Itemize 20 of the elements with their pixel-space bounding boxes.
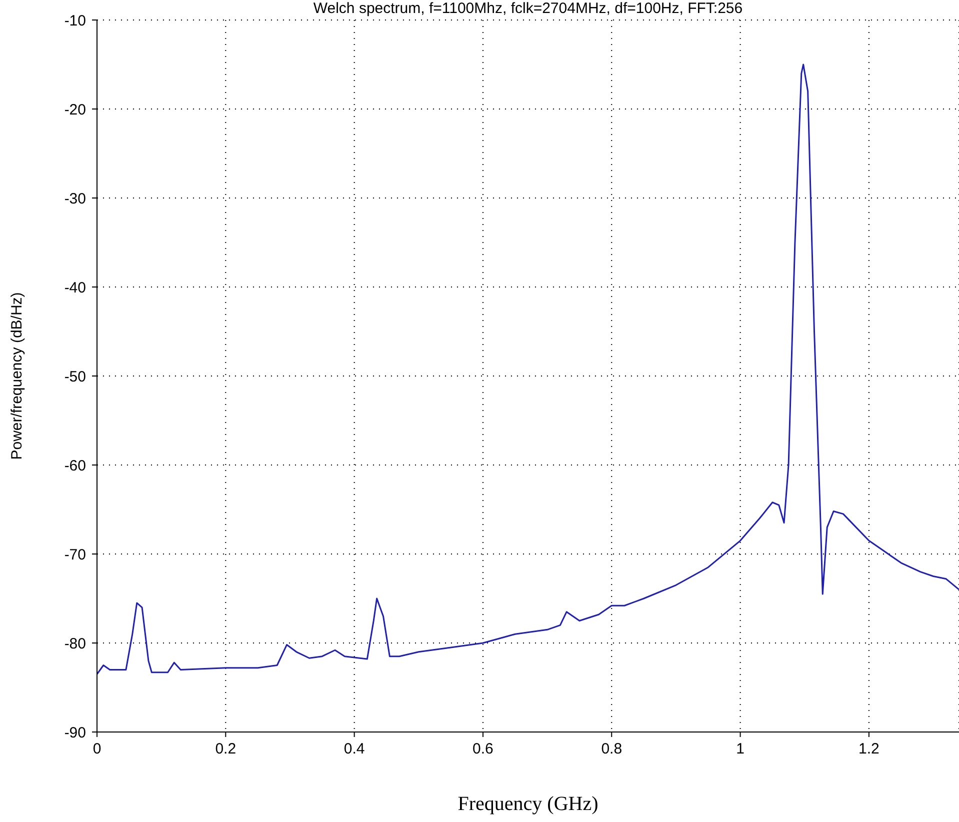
x-tick-label: 0.6 [472, 740, 494, 758]
y-tick-label: -80 [64, 635, 86, 652]
x-tick-label: 0 [92, 740, 102, 758]
chart-title: Welch spectrum, f=1100Mhz, fclk=2704MHz, df=100Hz, FFT:256 [312, 0, 744, 17]
x-tick-label: 0.2 [215, 740, 236, 758]
y-tick-label: -50 [64, 368, 86, 386]
x-tick-label: 0.8 [601, 740, 622, 758]
y-tick-label: -30 [64, 190, 86, 208]
x-tick-label: 1.2 [858, 740, 880, 758]
y-tick-label: -70 [64, 546, 86, 564]
y-tick-label: -10 [64, 12, 86, 30]
x-tick-label: 0.4 [344, 740, 365, 758]
y-tick-label: -40 [64, 279, 86, 296]
y-tick-label: -60 [64, 457, 86, 474]
x-tick-label: 1 [736, 740, 744, 758]
y-tick-label: -20 [64, 101, 86, 118]
line-series [97, 64, 959, 675]
y-tick-label: -90 [64, 724, 86, 742]
x-axis-title: Frequency (GHz) [458, 793, 598, 815]
y-axis-title: Power/frequency (dB/Hz) [8, 292, 26, 460]
